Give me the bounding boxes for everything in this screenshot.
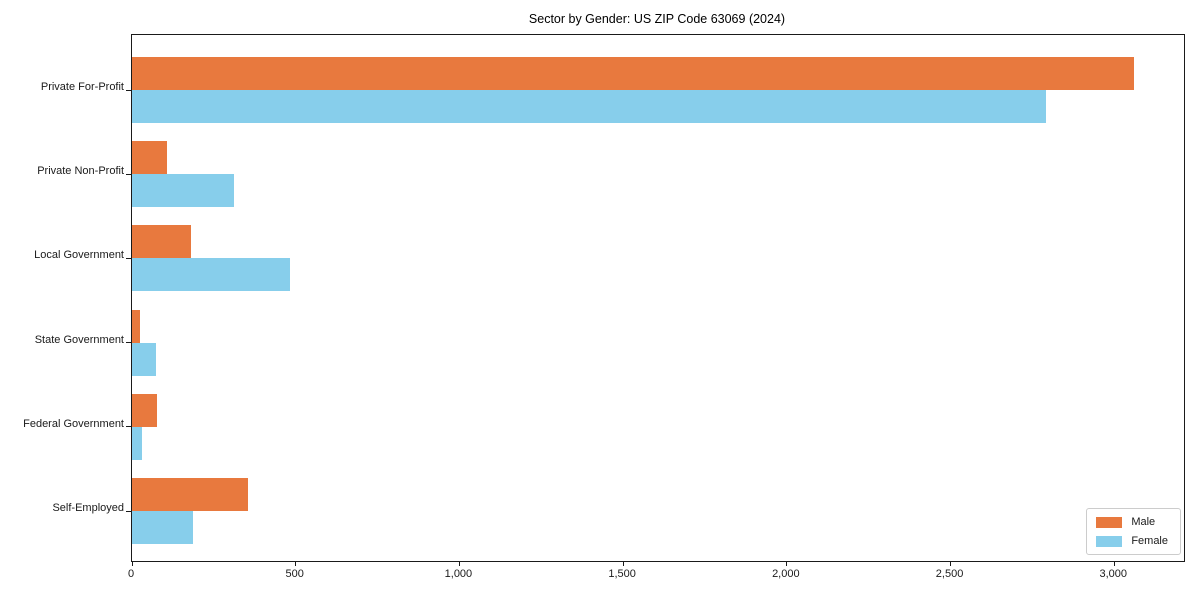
x-tick-label-3000: 3,000 xyxy=(1099,568,1128,580)
bar-male-private-non-profit xyxy=(132,141,168,175)
plot-area: Male Female xyxy=(126,34,1185,566)
y-tick-label-federal-government: Federal Government xyxy=(23,417,124,430)
y-tick-mark xyxy=(126,426,131,428)
legend-item-male: Male xyxy=(1096,516,1168,528)
legend-swatch-male xyxy=(1096,516,1123,528)
x-tick-mark xyxy=(295,561,297,566)
y-tick-label-private-for-profit: Private For-Profit xyxy=(40,81,124,93)
x-tick-mark xyxy=(458,561,460,566)
y-tick-mark xyxy=(126,342,131,344)
legend-swatch-female xyxy=(1096,535,1123,547)
y-tick-label-self-employed: Self-Employed xyxy=(52,502,124,514)
x-tick-mark xyxy=(950,561,952,566)
bar-male-private-for-profit xyxy=(132,57,1134,90)
bar-female-private-for-profit xyxy=(132,90,1046,123)
y-tick-mark xyxy=(126,89,131,91)
x-tick-label-1500: 1,500 xyxy=(608,568,636,580)
x-tick-label-500: 500 xyxy=(285,568,304,580)
y-tick-mark xyxy=(126,510,131,512)
legend: Male Female xyxy=(1086,508,1181,555)
y-tick-label-state-government: State Government xyxy=(34,333,124,346)
bar-female-federal-government xyxy=(132,426,143,460)
legend-item-female: Female xyxy=(1096,535,1168,547)
x-tick-label-2000: 2,000 xyxy=(772,568,800,580)
y-tick-mark xyxy=(126,257,131,259)
x-tick-label-1000: 1,000 xyxy=(444,568,473,580)
y-tick-label-local-government: Local Government xyxy=(34,249,124,262)
chart-title: Sector by Gender: US ZIP Code 63069 (202… xyxy=(528,12,786,26)
y-tick-label-private-non-profit: Private Non-Profit xyxy=(37,165,124,178)
x-tick-mark xyxy=(786,561,788,566)
bar-female-state-government xyxy=(132,342,156,376)
x-tick-mark xyxy=(622,561,624,566)
legend-label-male: Male xyxy=(1131,516,1156,528)
y-tick-mark xyxy=(126,173,131,175)
bar-male-federal-government xyxy=(132,393,158,427)
bar-female-self-employed xyxy=(132,511,194,544)
bar-female-local-government xyxy=(132,258,291,292)
bar-male-state-government xyxy=(132,309,141,343)
x-tick-label-0: 0 xyxy=(127,568,135,580)
x-tick-label-2500: 2,500 xyxy=(935,568,964,580)
x-tick-mark xyxy=(131,561,133,566)
bar-female-private-non-profit xyxy=(132,174,234,208)
x-tick-mark xyxy=(1113,561,1115,566)
bar-male-local-government xyxy=(132,225,192,259)
bar-male-self-employed xyxy=(132,478,249,511)
legend-label-female: Female xyxy=(1131,535,1168,547)
